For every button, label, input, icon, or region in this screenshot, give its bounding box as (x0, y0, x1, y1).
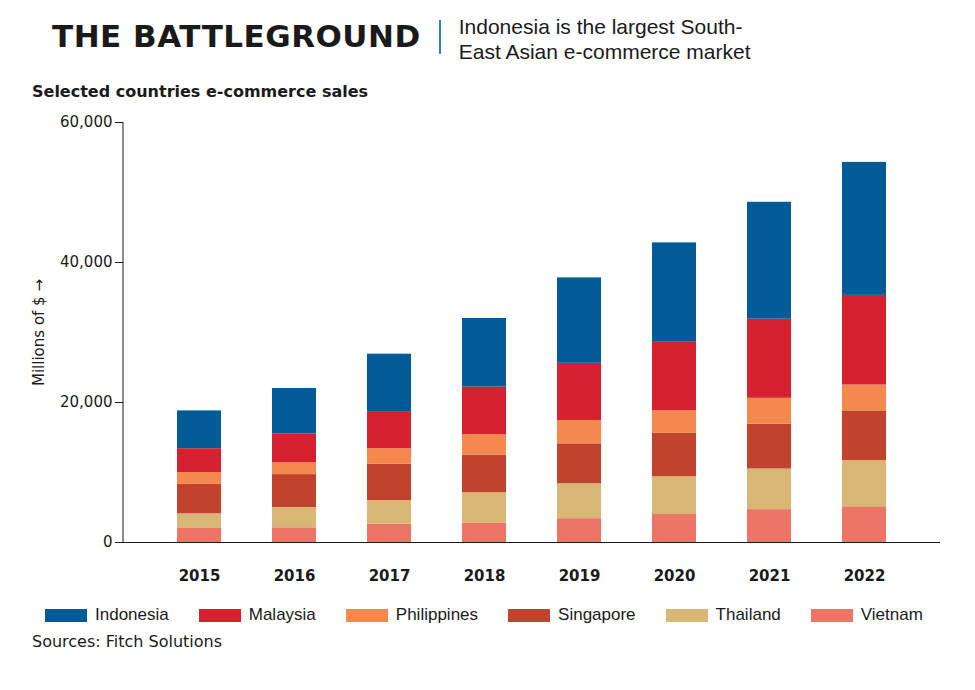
svg-text:2019: 2019 (559, 567, 601, 585)
html-text:Singapore: Singapore (558, 605, 636, 624)
html-text:Vietnam: Vietnam (860, 605, 923, 624)
svg-text:2020: 2020 (654, 567, 696, 585)
html-text:Indonesia: Indonesia (95, 605, 169, 624)
html-text:Philippines: Philippines (395, 605, 479, 624)
html-text:Sources: Fitch Solutions: Sources: Fitch Solutions (32, 632, 223, 651)
svg-text:2022: 2022 (844, 567, 886, 585)
svg-text:Millions of $ →: Millions of $ → (30, 279, 48, 386)
svg-text:2015: 2015 (179, 567, 221, 585)
svg-text:2016: 2016 (274, 567, 316, 585)
svg-text:2021: 2021 (749, 567, 791, 585)
html-text:Selected countries e-commerce: Selected countries e-commerce sales (32, 82, 369, 101)
svg-text:2018: 2018 (464, 567, 506, 585)
svg-text:60,000: 60,000 (60, 113, 113, 131)
html-text:Indonesia is the largest South: Indonesia is the largest South-East Asia… (458, 15, 751, 63)
svg-text:20,000: 20,000 (60, 393, 113, 411)
html-text:THE BATTLEGROUND: THE BATTLEGROUND (52, 18, 421, 54)
svg-text:40,000: 40,000 (60, 253, 113, 271)
html-text:Malaysia: Malaysia (248, 605, 316, 624)
svg-text:0: 0 (103, 533, 113, 551)
svg-text:2017: 2017 (369, 567, 411, 585)
html-text:Thailand: Thailand (715, 605, 781, 624)
